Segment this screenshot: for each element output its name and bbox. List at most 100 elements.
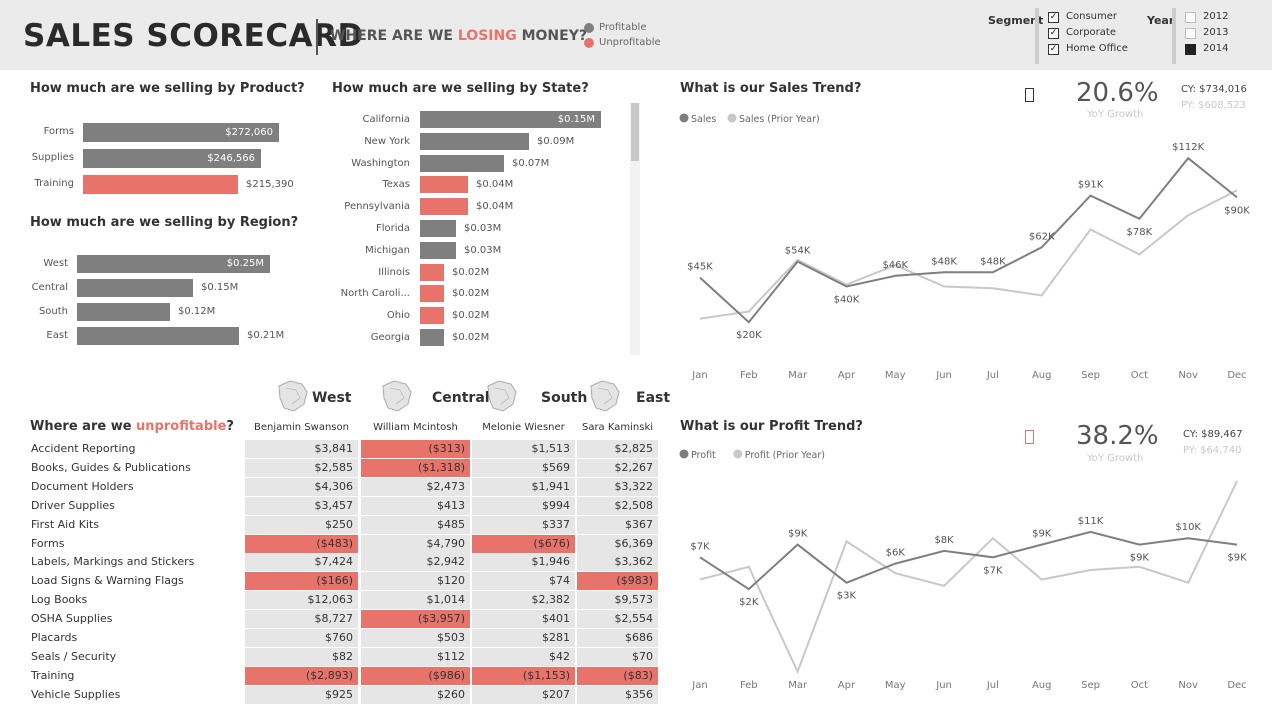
series-line-sales xyxy=(699,156,1238,324)
state-scrollbar-track[interactable] xyxy=(630,103,640,355)
state-label-georgia: Georgia xyxy=(370,332,410,343)
row-label-osha-supplies: OSHA Supplies xyxy=(31,612,113,626)
state-label-texas: Texas xyxy=(382,179,410,191)
region-map-icon-east xyxy=(588,378,622,418)
row-label-training: Training xyxy=(31,668,75,682)
product-label-supplies: Supplies xyxy=(31,152,74,163)
region-label-central: Central xyxy=(31,282,68,293)
year-2013-checkbox[interactable] xyxy=(1185,28,1196,39)
cell-accident-reporting-east: $2,825 xyxy=(577,440,658,458)
product-value-supplies: $246,566 xyxy=(207,153,255,164)
segment-corporate-checkbox[interactable] xyxy=(1048,28,1059,39)
data-label-may: $6K xyxy=(886,548,906,559)
state-label-pennsylvania: Pennsylvania xyxy=(344,201,410,213)
page-title: SALES SCORECARD xyxy=(23,18,364,54)
cell-driver-supplies-east: $2,508 xyxy=(577,496,658,515)
legend-dot-profit xyxy=(679,449,689,459)
sales-py-value: PY: $608,523 xyxy=(1181,100,1246,111)
state-bar-california[interactable] xyxy=(420,111,601,128)
state-value-ohio: $0.02M xyxy=(452,310,490,322)
cell-seals-security-central: $112 xyxy=(361,647,470,666)
x-tick-jul: Jul xyxy=(986,370,999,381)
row-label-first-aid-kits: First Aid Kits xyxy=(31,517,100,531)
data-label-mar: $9K xyxy=(788,529,808,540)
state-value-north-caroli: $0.02M xyxy=(452,288,490,300)
sales-kpi-indicator-icon xyxy=(1025,88,1034,102)
region-bar-west[interactable] xyxy=(77,255,270,273)
product-section-title: How much are we selling by Product? xyxy=(30,81,305,96)
x-tick-jul: Jul xyxy=(986,680,999,691)
segment-home-office-label[interactable]: Home Office xyxy=(1066,43,1128,54)
row-label-labels-markings-and-stickers: Labels, Markings and Stickers xyxy=(31,555,195,569)
state-bar-new-york[interactable] xyxy=(420,132,529,150)
state-bar-pennsylvania[interactable] xyxy=(420,198,468,216)
region-bar-east[interactable] xyxy=(77,327,239,345)
state-bar-illinois[interactable] xyxy=(420,263,444,281)
data-label-dec: $9K xyxy=(1227,553,1247,564)
x-tick-dec: Dec xyxy=(1227,370,1246,381)
cell-accident-reporting-south: $1,513 xyxy=(472,440,575,458)
state-bar-washington[interactable] xyxy=(420,154,504,172)
subtitle-highlight: LOSING xyxy=(457,28,517,44)
product-bar-training[interactable] xyxy=(83,175,238,194)
segment-corporate-label[interactable]: Corporate xyxy=(1066,27,1116,38)
data-label-jul: $7K xyxy=(983,565,1003,576)
legend-label-sales-prior-year: Sales (Prior Year) xyxy=(739,114,820,125)
row-label-accident-reporting: Accident Reporting xyxy=(31,442,136,455)
cell-osha-supplies-east: $2,554 xyxy=(577,610,658,629)
segment-consumer-label[interactable]: Consumer xyxy=(1066,11,1117,22)
sales-cy-value: CY: $734,016 xyxy=(1181,84,1247,95)
product-value-forms: $272,060 xyxy=(225,127,273,138)
x-tick-nov: Nov xyxy=(1178,680,1198,691)
x-tick-jun: Jun xyxy=(935,370,952,381)
cell-document-holders-central: $2,473 xyxy=(361,477,470,496)
cell-load-signs-warning-flags-east: ($983) xyxy=(577,572,658,591)
sales-trend-chart: Sales Sales (Prior Year) Jan Feb Mar Apr May Ju… xyxy=(679,113,1250,381)
state-bar-georgia[interactable] xyxy=(420,329,444,346)
region-value-west: $0.25M xyxy=(226,258,264,269)
data-label-feb: $20K xyxy=(736,330,762,341)
year-2014-label[interactable]: 2014 xyxy=(1203,43,1229,54)
state-scrollbar-thumb[interactable] xyxy=(631,103,639,161)
state-section-title: How much are we selling by State? xyxy=(332,81,589,96)
x-tick-jun: Jun xyxy=(935,680,952,691)
subtitle-suffix: MONEY? xyxy=(516,28,587,44)
legend-unprofitable-label: Unprofitable xyxy=(599,37,661,48)
row-label-seals-security: Seals / Security xyxy=(31,649,117,663)
cell-books-guides-publications-central: ($1,318) xyxy=(361,458,470,477)
cell-placards-central: $503 xyxy=(361,629,470,647)
region-bar-south[interactable] xyxy=(77,303,170,321)
cell-osha-supplies-south: $401 xyxy=(472,610,575,629)
data-label-jun: $48K xyxy=(931,256,957,267)
x-tick-feb: Feb xyxy=(740,370,758,381)
state-bar-florida[interactable] xyxy=(420,220,456,237)
data-label-may: $46K xyxy=(882,260,908,271)
state-bar-north-caroli[interactable] xyxy=(420,285,444,303)
year-2013-label[interactable]: 2013 xyxy=(1203,27,1229,38)
cell-load-signs-warning-flags-south: $74 xyxy=(472,572,575,591)
region-manager-west: Benjamin Swanson xyxy=(254,422,349,433)
segment-consumer-checkbox[interactable] xyxy=(1048,12,1059,23)
region-header-west: West xyxy=(312,390,352,406)
year-2012-label[interactable]: 2012 xyxy=(1203,11,1229,22)
state-bar-ohio[interactable] xyxy=(420,307,444,325)
state-bar-michigan[interactable] xyxy=(420,241,456,259)
state-bar-texas[interactable] xyxy=(420,176,468,194)
region-label-west: West xyxy=(43,258,68,269)
region-bar-central[interactable] xyxy=(77,279,193,297)
row-label-document-holders: Document Holders xyxy=(31,479,134,493)
title-divider xyxy=(316,19,318,55)
legend-dot-sales xyxy=(679,113,689,123)
product-bar-supplies[interactable] xyxy=(83,149,261,168)
row-label-driver-supplies: Driver Supplies xyxy=(31,498,115,512)
cell-seals-security-west: $82 xyxy=(245,647,358,666)
state-label-north-caroli: North Caroli... xyxy=(340,288,410,300)
year-2014-checkbox[interactable] xyxy=(1185,44,1196,55)
product-bar-forms[interactable] xyxy=(83,123,279,142)
profit-cy-value: CY: $89,467 xyxy=(1183,429,1243,440)
segment-home-office-checkbox[interactable] xyxy=(1048,44,1059,55)
region-label-east: East xyxy=(46,330,68,341)
year-2012-checkbox[interactable] xyxy=(1185,12,1196,23)
data-label-aug: $62K xyxy=(1029,231,1055,242)
legend-profitable-label: Profitable xyxy=(599,22,647,33)
